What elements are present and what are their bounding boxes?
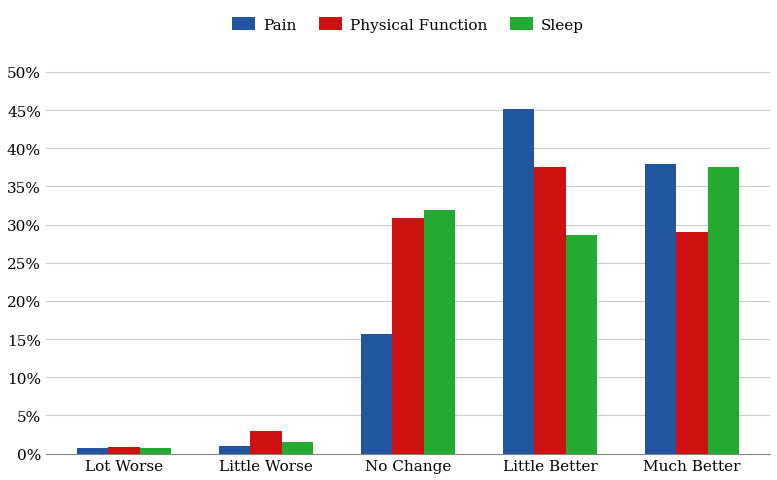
Bar bbox=[140, 448, 171, 454]
Bar bbox=[535, 168, 566, 454]
Bar bbox=[109, 447, 140, 454]
Bar bbox=[676, 233, 708, 454]
Legend: Pain, Physical Function, Sleep: Pain, Physical Function, Sleep bbox=[232, 18, 584, 33]
Bar bbox=[392, 219, 423, 454]
Bar bbox=[77, 448, 109, 454]
Bar bbox=[219, 446, 250, 454]
Bar bbox=[645, 164, 676, 454]
Bar bbox=[423, 211, 455, 454]
Bar bbox=[503, 110, 535, 454]
Bar bbox=[566, 236, 597, 454]
Bar bbox=[708, 167, 739, 454]
Bar bbox=[281, 442, 313, 454]
Bar bbox=[361, 335, 392, 454]
Bar bbox=[250, 431, 281, 454]
